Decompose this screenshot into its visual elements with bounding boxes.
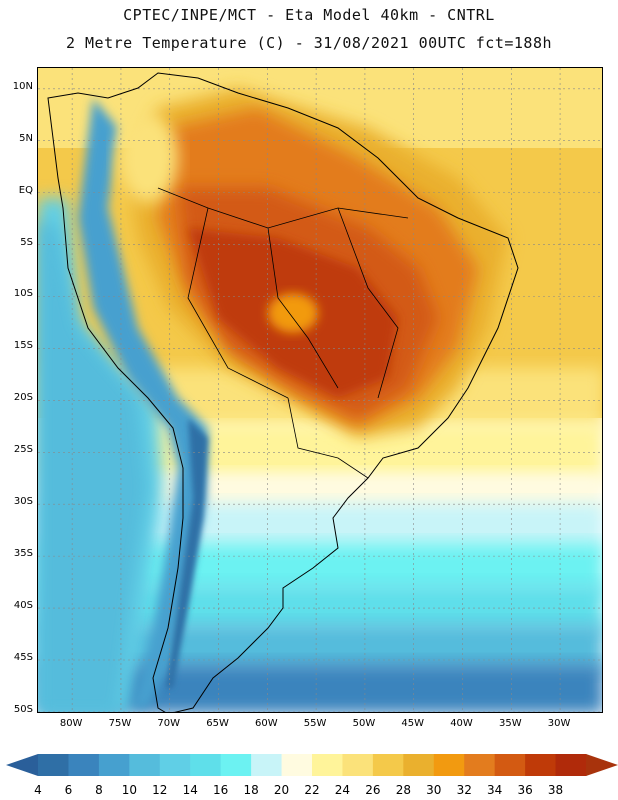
latitude-label: 5N [19,132,33,144]
colorbar-label: 10 [122,783,137,797]
coastline [47,72,519,712]
colorbar-segment [342,754,374,776]
latitude-label: 35S [13,548,33,560]
latitude-label: 25S [13,444,33,456]
longitude-label: 60W [255,718,278,729]
colorbar-segment [525,754,557,776]
pacific-cold-region [38,218,148,712]
longitude-label: 80W [59,718,83,729]
longitude-label: 55W [303,718,327,729]
colorbar-label: 20 [274,783,289,797]
colorbar-segment [98,754,130,776]
latitude-label: EQ [18,184,33,196]
longitude-label: 35W [498,718,522,729]
colorbar-segment [372,754,404,776]
colorbar-label: 36 [517,783,532,797]
colorbar-segment [433,754,465,776]
temperature-colorbar: 4 6 8 10 12 14 16 18 20 22 24 26 28 30 32 34 36 38 [6,754,618,797]
latitude-label: 40S [13,600,33,612]
colorbar-label: 16 [213,783,228,797]
longitude-label: 50W [352,718,376,729]
latitude-label: 10S [13,288,33,300]
longitude-label: 70W [157,718,181,729]
colorbar-label: 34 [487,783,502,797]
colorbar-segment [312,754,343,776]
colorbar-label: 14 [183,783,198,797]
colorbar-label: 32 [457,783,472,797]
colorbar-segment [68,754,100,776]
colorbar-segment [251,754,283,776]
map-title-line-2: 2 Metre Temperature (C) - 31/08/2021 00U… [65,34,553,52]
colorbar-segment [129,754,161,776]
colorbar-label: 38 [548,783,563,797]
longitude-label: 40W [450,718,473,729]
map-title-line-1: CPTEC/INPE/MCT - Eta Model 40km - CNTRL [123,6,495,24]
latitude-label: 10N [12,80,33,92]
colorbar-segment [38,754,69,776]
andes-cold-region [78,98,208,708]
andes-cold-region [166,418,208,688]
hot-region [268,293,318,333]
longitude-label: 45W [401,718,425,729]
latitude-label: 30S [13,496,33,508]
colorbar-label: 4 [34,783,42,797]
colorbar-label: 6 [65,783,73,797]
colorbar-segment [190,754,222,776]
colorbar-segment [159,754,191,776]
colorbar-label: 26 [365,783,380,797]
longitude-label: 65W [206,718,229,729]
colorbar-segment [464,754,496,776]
colorbar-label: 8 [95,783,103,797]
colorbar-low-arrow [6,754,38,776]
longitude-label: 30W [547,718,571,729]
colorbar-segment [494,754,526,776]
country-borders [157,187,409,479]
colorbar-segment [281,754,313,776]
latitude-label: 20S [13,392,33,404]
latitude-label: 15S [13,340,33,352]
colorbar-label: 24 [335,783,350,797]
colorbar-label: 22 [304,783,319,797]
longitude-label: 75W [108,718,132,729]
map-canvas [38,68,602,712]
colorbar-label: 12 [152,783,167,797]
temperature-map [37,67,603,713]
colorbar-segment [220,754,252,776]
colorbar-label: 18 [243,783,258,797]
colorbar-segment [403,754,435,776]
colorbar-segment [555,754,587,776]
colorbar-label: 30 [426,783,441,797]
cooler-patch [118,113,178,203]
latitude-label: 50S [13,703,33,715]
colorbar-label: 28 [396,783,411,797]
latitude-label: 45S [13,651,33,663]
colorbar-high-arrow [586,754,618,776]
latitude-label: 5S [20,236,33,248]
